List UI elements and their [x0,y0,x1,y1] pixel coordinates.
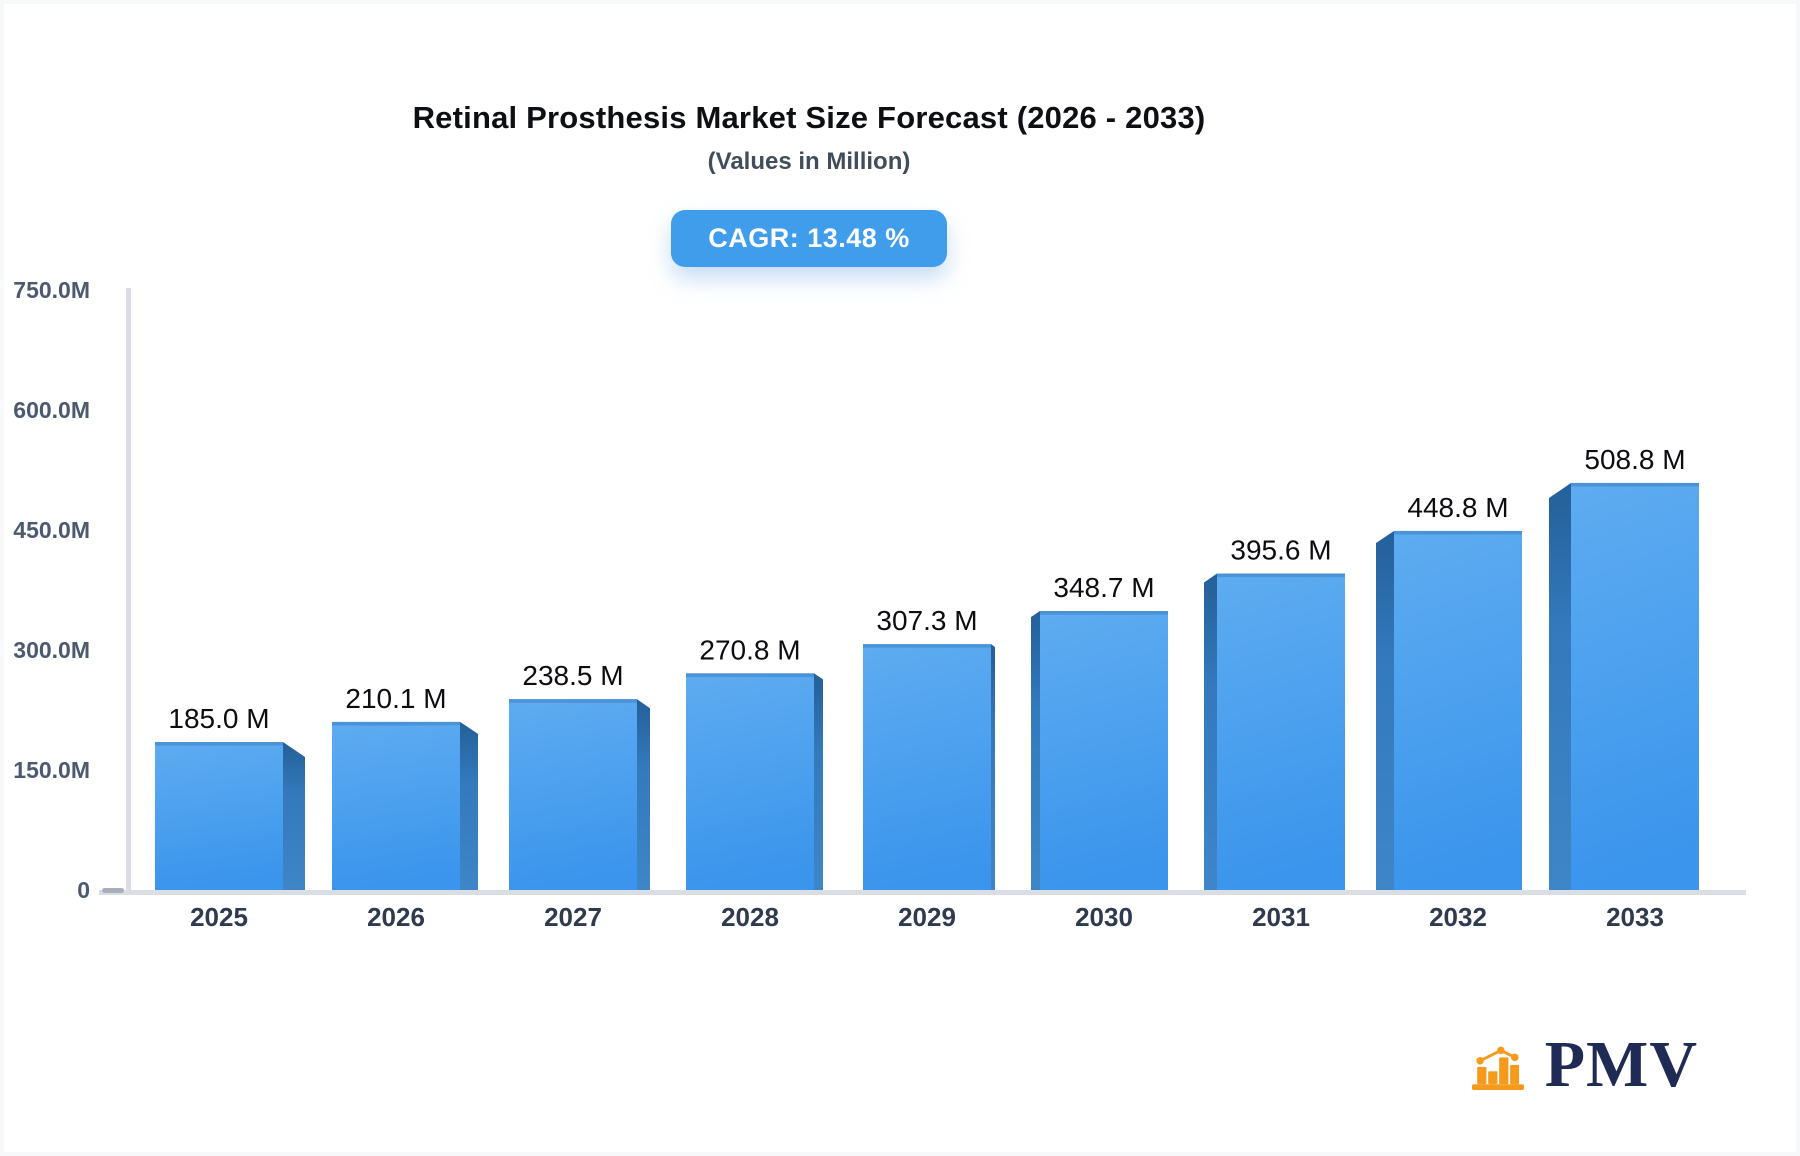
bar-chart: 0 150.0M 300.0M 450.0M 600.0M 750.0M 185.0 M 2… [13,277,1746,932]
bar-value-label: 307.3 M [876,605,977,636]
x-category-label: 2032 [1429,902,1487,932]
bar-face [1217,573,1345,890]
bar-face [1394,530,1522,890]
bar-chart-logo-icon [1471,1046,1524,1090]
bar-face [155,742,283,890]
bar-2030: 348.7 M 2030 [1031,572,1168,932]
bar-2029: 307.3 M 2029 [863,605,995,932]
x-category-label: 2026 [367,902,425,932]
bar-side-face [814,673,823,890]
bar-value-label: 270.8 M [699,634,800,665]
bar-top-edge [1217,573,1345,578]
bar-value-label: 210.1 M [345,683,446,714]
bar-face [1040,611,1168,890]
y-tick-label: 600.0M [13,397,90,423]
x-category-label: 2029 [898,902,956,932]
chart-title: Retinal Prosthesis Market Size Forecast … [412,100,1206,135]
bar-value-label: 238.5 M [522,660,623,691]
x-category-label: 2030 [1075,902,1133,932]
chart-bars: 185.0 M 2025 210.1 M 2026 238.5 M 2027 270.8 M… [155,444,1699,932]
bar-2026: 210.1 M 2026 [332,683,478,932]
bar-face [332,721,460,890]
bar-side-face [1204,573,1217,890]
x-category-label: 2028 [721,902,779,932]
bar-top-edge [332,721,460,726]
zero-tick-mark [102,888,124,893]
y-axis-line [126,288,131,895]
bar-side-face [460,721,478,890]
bar-2033: 508.8 M 2033 [1549,444,1699,932]
bar-value-label: 508.8 M [1584,444,1685,475]
bar-value-label: 185.0 M [168,703,269,734]
bar-face [863,644,991,890]
bar-2031: 395.6 M 2031 [1204,535,1345,932]
bar-top-edge [1040,611,1168,615]
y-tick-label: 750.0M [13,277,90,303]
x-axis-line [99,890,1746,895]
x-category-label: 2025 [190,902,248,932]
bar-2025: 185.0 M 2025 [155,703,305,932]
bar-top-edge [509,699,637,703]
x-category-label: 2031 [1252,902,1310,932]
y-tick-label: 150.0M [13,757,90,783]
bar-value-label: 348.7 M [1053,572,1154,603]
bar-value-label: 395.6 M [1230,535,1331,566]
bar-side-face [283,742,305,890]
pmv-logo: PMV [1459,1014,1698,1101]
bar-top-edge [686,673,814,677]
bar-face [1571,482,1699,890]
bar-value-label: 448.8 M [1407,492,1508,523]
y-tick-label: 450.0M [13,517,90,543]
bar-2027: 238.5 M 2027 [509,660,650,932]
bar-side-face [1031,611,1040,890]
bar-top-edge [863,644,991,648]
y-tick-label: 300.0M [13,637,90,663]
chart-axes: 0 150.0M 300.0M 450.0M 600.0M 750.0M [13,277,1746,903]
bar-side-face [637,699,650,890]
x-category-label: 2033 [1606,902,1664,932]
bar-face [509,699,637,890]
bar-side-face [991,644,995,890]
y-tick-label: 0 [77,877,90,903]
bar-2032: 448.8 M 2032 [1376,492,1522,932]
bar-top-edge [155,742,283,746]
bar-top-edge [1394,530,1522,535]
x-category-label: 2027 [544,902,602,932]
bar-top-edge [1571,482,1699,487]
chart-header: Retinal Prosthesis Market Size Forecast … [4,4,1614,267]
chart-subtitle: (Values in Million) [707,148,911,175]
bar-side-face [1376,530,1394,890]
bar-face [686,673,814,890]
cagr-badge: CAGR: 13.48 % [671,210,947,267]
bar-side-face [1549,482,1571,890]
bar-2028: 270.8 M 2028 [686,634,823,932]
logo-text: PMV [1544,1027,1698,1101]
